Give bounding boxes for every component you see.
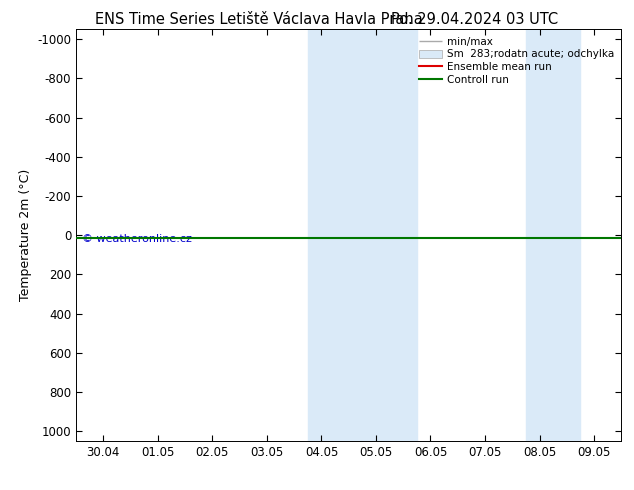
Bar	[362, 29, 417, 441]
Text: Po. 29.04.2024 03 UTC: Po. 29.04.2024 03 UTC	[391, 12, 558, 27]
Bar	[526, 29, 581, 441]
Legend: min/max, Sm  283;rodatn acute; odchylka, Ensemble mean run, Controll run: min/max, Sm 283;rodatn acute; odchylka, …	[417, 35, 616, 87]
Text: ENS Time Series Letiště Václava Havla Praha: ENS Time Series Letiště Václava Havla Pr…	[95, 12, 423, 27]
Y-axis label: Temperature 2m (°C): Temperature 2m (°C)	[18, 169, 32, 301]
Text: © weatheronline.cz: © weatheronline.cz	[82, 234, 191, 244]
Bar	[307, 29, 362, 441]
